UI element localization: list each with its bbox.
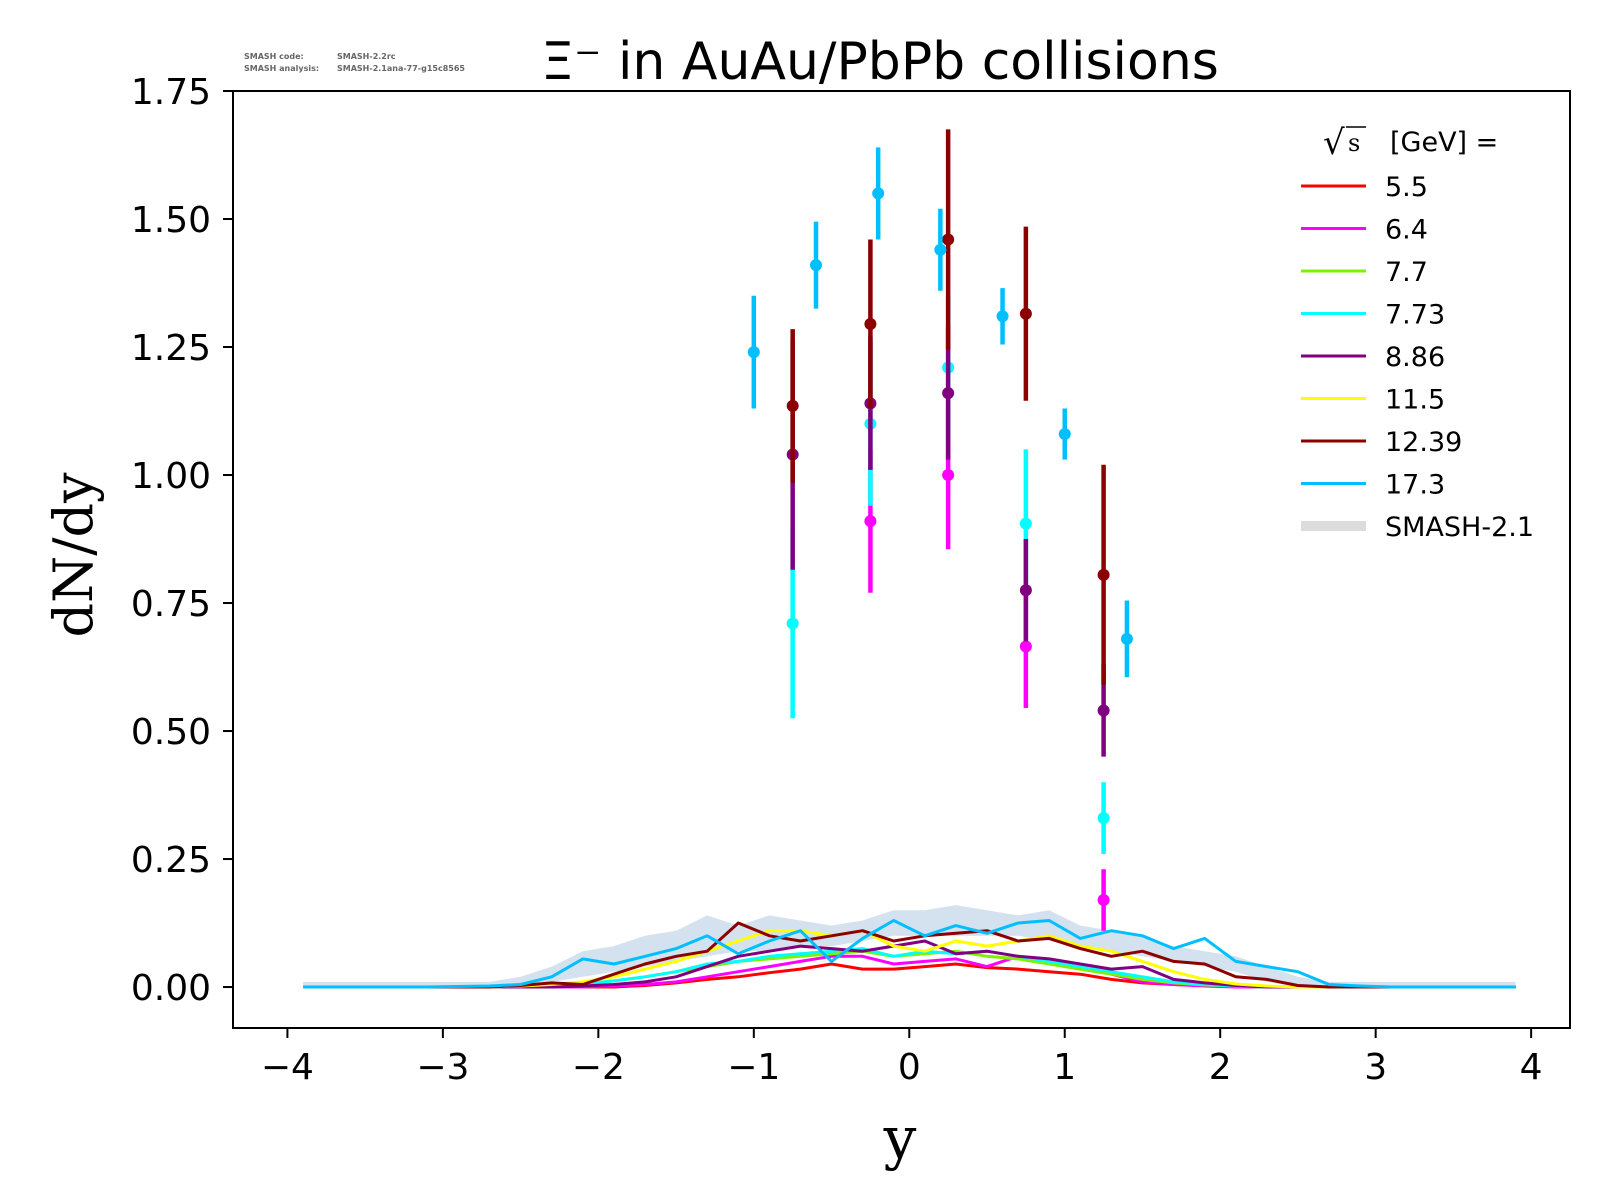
data-point-12.39 <box>1097 464 1110 685</box>
x-tick-label: 3 <box>1364 1047 1387 1088</box>
y-tick-label: 0.75 <box>131 584 211 625</box>
point-marker <box>934 243 947 256</box>
y-axis: 0.00 0.25 0.50 0.75 1.00 1.25 1.50 1.75 <box>131 72 233 1009</box>
y-tick-label: 1.25 <box>131 328 211 369</box>
legend-title-rest: [GeV] = <box>1390 127 1498 158</box>
data-point-17.3 <box>934 208 947 291</box>
point-marker <box>786 399 799 412</box>
data-point-17.3 <box>996 288 1009 345</box>
model-line-17.3 <box>303 919 1516 989</box>
point-marker <box>1097 812 1110 825</box>
legend-entries: 5.5 6.4 7.7 7.73 8.86 11.5 12.39 17.3 SMASH-2.1 <box>1301 172 1534 543</box>
x-tick-label: −1 <box>727 1047 780 1088</box>
point-marker <box>1058 428 1071 441</box>
legend-title-s: s <box>1348 129 1360 157</box>
y-tick-label: 0.25 <box>131 840 211 881</box>
x-tick-label: −3 <box>416 1047 469 1088</box>
analysis-stamp: SMASH code: SMASH-2.2rc SMASH analysis: … <box>244 52 465 73</box>
data-point-12.39 <box>786 329 799 483</box>
data-point-17.3 <box>1058 408 1071 460</box>
point-marker <box>942 387 955 400</box>
data-point-17.3 <box>747 295 760 409</box>
point-marker <box>1097 568 1110 581</box>
x-tick-label: 1 <box>1053 1047 1076 1088</box>
legend-label: 5.5 <box>1385 172 1428 203</box>
point-marker <box>1097 704 1110 717</box>
code-label: SMASH code: <box>244 52 304 61</box>
y-tick-label: 1.75 <box>131 72 211 113</box>
point-marker <box>872 187 885 200</box>
legend-label: 17.3 <box>1385 470 1445 501</box>
analysis-label: SMASH analysis: <box>244 64 319 73</box>
data-point-17.3 <box>872 147 885 240</box>
x-tick-label: 4 <box>1520 1047 1543 1088</box>
legend-label: 11.5 <box>1385 385 1445 416</box>
plot-area <box>303 129 1516 989</box>
data-point-17.3 <box>1120 600 1133 678</box>
data-point-7.73 <box>1097 782 1110 854</box>
point-marker <box>996 310 1009 323</box>
analysis-value: SMASH-2.1ana-77-g15c8565 <box>337 64 465 73</box>
data-point-17.3 <box>809 221 822 309</box>
point-marker <box>747 346 760 359</box>
point-marker <box>864 317 877 330</box>
data-point-12.39 <box>942 129 955 350</box>
point-marker <box>1019 307 1032 320</box>
point-marker <box>864 515 877 528</box>
point-marker <box>1019 640 1032 653</box>
legend-label: SMASH-2.1 <box>1385 512 1534 543</box>
y-tick-label: 1.50 <box>131 200 211 241</box>
legend-label: 6.4 <box>1385 215 1428 246</box>
legend-title-sqrt: √ <box>1323 123 1345 163</box>
data-point-6.4 <box>1097 869 1110 931</box>
y-tick-label: 1.00 <box>131 456 211 497</box>
point-marker <box>786 617 799 630</box>
x-tick-label: −2 <box>572 1047 625 1088</box>
x-axis-label: y <box>883 1104 917 1172</box>
data-point-8.86 <box>1019 539 1032 642</box>
y-axis-label: dN/dy <box>42 472 105 638</box>
legend-label: 7.73 <box>1385 300 1445 331</box>
plot-frame <box>232 90 1571 1029</box>
point-marker <box>1097 893 1110 906</box>
x-tick-label: −4 <box>261 1047 314 1088</box>
model-band <box>303 905 1516 987</box>
point-marker <box>1019 584 1032 597</box>
legend-label: 8.86 <box>1385 342 1445 373</box>
x-tick-label: 0 <box>898 1047 921 1088</box>
legend-label: 7.7 <box>1385 257 1428 288</box>
x-axis: −4 −3 −2 −1 0 1 2 3 4 <box>261 1028 1543 1088</box>
point-marker <box>942 233 955 246</box>
x-tick-label: 2 <box>1209 1047 1232 1088</box>
legend: √ s [GeV] = 5.5 6.4 7.7 7.73 8.86 11.5 12.39 17… <box>1301 123 1534 543</box>
code-value: SMASH-2.2rc <box>337 52 396 61</box>
point-marker <box>942 469 955 482</box>
point-marker <box>1019 517 1032 530</box>
chart-title: Ξ⁻ in AuAu/PbPb collisions <box>541 32 1219 92</box>
legend-label: 12.39 <box>1385 427 1462 458</box>
point-marker <box>1120 632 1133 645</box>
y-tick-label: 0.00 <box>131 968 211 1009</box>
point-marker <box>809 259 822 272</box>
data-point-12.39 <box>864 239 877 409</box>
data-point-12.39 <box>1019 226 1032 401</box>
y-tick-label: 0.50 <box>131 712 211 753</box>
